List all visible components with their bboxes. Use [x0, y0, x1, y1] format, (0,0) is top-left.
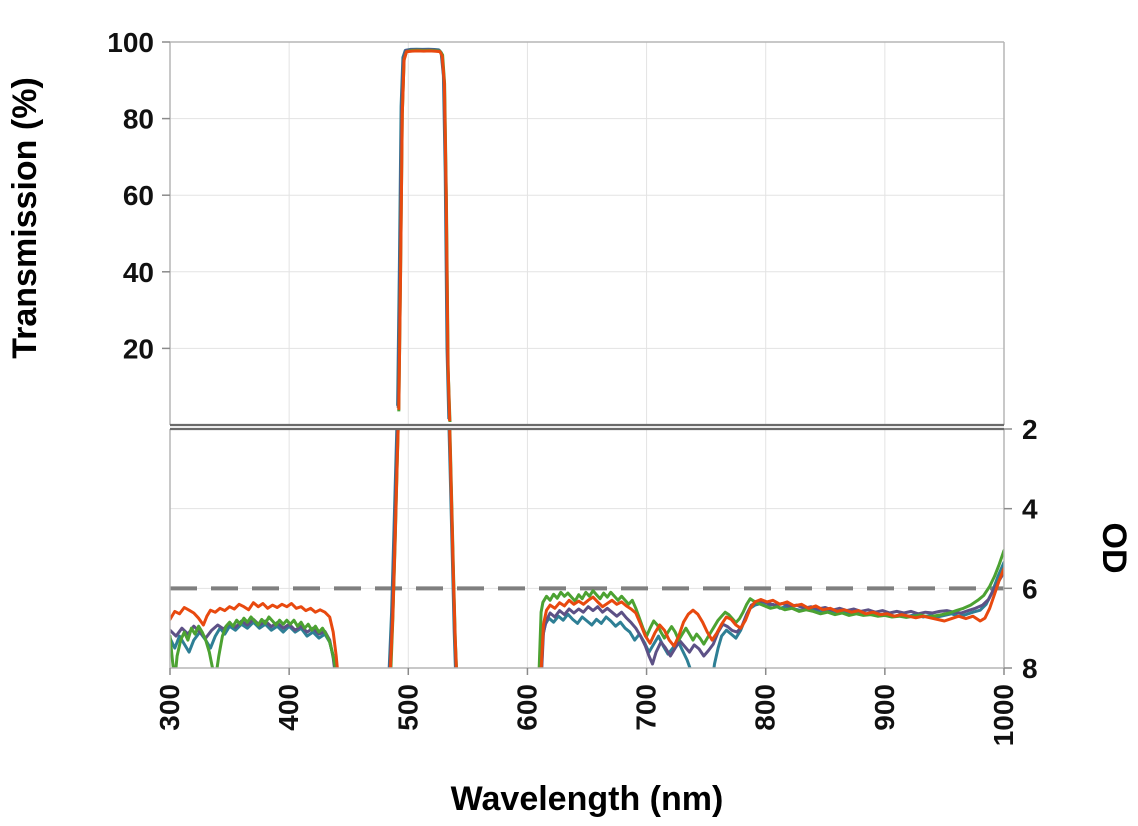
x-tick-label: 400	[273, 684, 304, 731]
x-tick-label: 900	[869, 684, 900, 731]
series-teal-trace-od-path	[540, 612, 692, 668]
series-orange-trace-od-path	[388, 429, 458, 668]
series-green-trace-od-path	[537, 549, 1004, 668]
series-green-trace-transmission-path	[397, 48, 452, 423]
series-orange-trace-od-path	[539, 566, 1004, 668]
x-tick-label: 800	[750, 684, 781, 731]
y-left-tick-label: 60	[123, 180, 154, 211]
x-tick-label: 600	[511, 684, 542, 731]
y-right-tick-label: 6	[1022, 573, 1038, 604]
series-orange-trace-od-path	[170, 601, 339, 668]
x-tick-label: 700	[631, 684, 662, 731]
series-green-trace-od-path	[170, 615, 337, 668]
y-right-tick-label: 4	[1022, 494, 1038, 525]
x-tick-label: 300	[154, 684, 185, 731]
y-axis-title-right: OD	[1095, 523, 1133, 574]
x-tick-label: 500	[392, 684, 423, 731]
y-left-tick-label: 40	[123, 257, 154, 288]
series-purple-trace-od-path	[540, 570, 1004, 668]
y-left-tick-label: 20	[123, 333, 154, 364]
y-axis-title-left: Transmission (%)	[6, 77, 44, 359]
series-teal-trace-od-path	[712, 560, 1004, 668]
series-orange-trace-transmission-path	[397, 49, 452, 422]
series-teal-trace-transmission-path	[396, 47, 451, 419]
x-tick-label: 1000	[988, 684, 1019, 746]
y-right-tick-label: 2	[1022, 414, 1038, 445]
series-purple-trace-transmission-path	[396, 48, 451, 421]
y-left-tick-label: 80	[123, 104, 154, 135]
series-teal-trace-od-path	[170, 620, 337, 668]
x-axis-title: Wavelength (nm)	[451, 780, 724, 818]
y-right-tick-label: 8	[1022, 653, 1038, 684]
y-left-tick-label: 100	[107, 27, 154, 58]
